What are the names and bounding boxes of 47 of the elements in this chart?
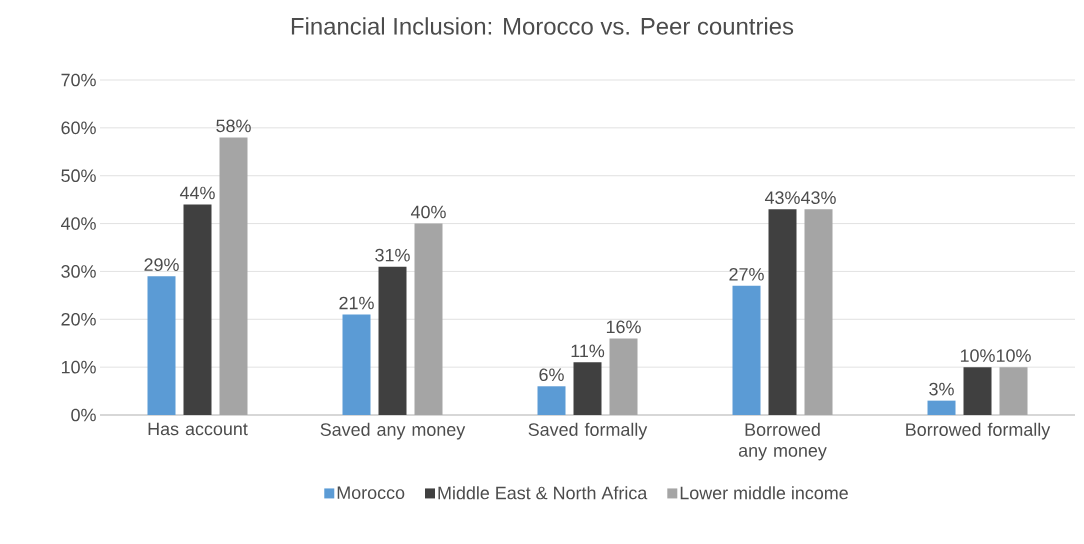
bar [183, 204, 212, 415]
legend-label: Lower middle income [680, 486, 848, 500]
data-label: 43% [800, 191, 836, 205]
bar [573, 362, 602, 415]
data-label: 44% [179, 186, 215, 200]
legend-label: Morocco [337, 486, 405, 500]
bar [609, 338, 638, 415]
x-tick-label: Saved formally [528, 422, 648, 440]
data-label: 10% [996, 349, 1031, 362]
y-tick-label: 50% [61, 169, 96, 183]
data-label: 11% [571, 344, 605, 358]
x-tick-label: Saved any money [320, 422, 466, 440]
bar [927, 400, 956, 415]
y-tick-label: 0% [71, 408, 96, 422]
data-label: 16% [606, 320, 641, 334]
data-label: 58% [216, 119, 251, 133]
bar [999, 367, 1028, 415]
data-label: 29% [144, 258, 179, 272]
chart-title: Financial Inclusion: Morocco vs. Peer countries [291, 17, 794, 35]
x-tick-label: Borrowed formally [906, 422, 1051, 440]
y-tick-label: 60% [61, 121, 96, 135]
y-tick-label: 40% [61, 217, 96, 230]
bar [378, 266, 407, 415]
y-tick-label: 20% [61, 312, 96, 326]
bar [219, 137, 248, 415]
y-tick-label: 30% [61, 265, 96, 278]
bar [963, 367, 992, 415]
data-label: 43% [764, 191, 800, 205]
data-label: 6% [539, 368, 564, 382]
bar [804, 209, 833, 415]
y-tick-label: 10% [61, 360, 96, 374]
bar [732, 285, 761, 415]
data-label: 10% [960, 349, 995, 362]
x-tick-label: Has account [148, 422, 248, 436]
bar [537, 386, 566, 415]
bar [768, 209, 797, 415]
data-label: 3% [929, 382, 954, 396]
data-label: 27% [729, 267, 764, 281]
bar [147, 276, 176, 415]
data-label: 31% [375, 248, 410, 262]
data-label: 21% [339, 296, 374, 310]
x-tick-label: Borrowed any money [738, 422, 827, 461]
bar [414, 223, 443, 415]
bar [342, 314, 371, 415]
y-tick-label: 70% [61, 73, 96, 87]
legend-label: Middle East & North Africa [438, 486, 648, 500]
data-label: 40% [410, 205, 446, 219]
